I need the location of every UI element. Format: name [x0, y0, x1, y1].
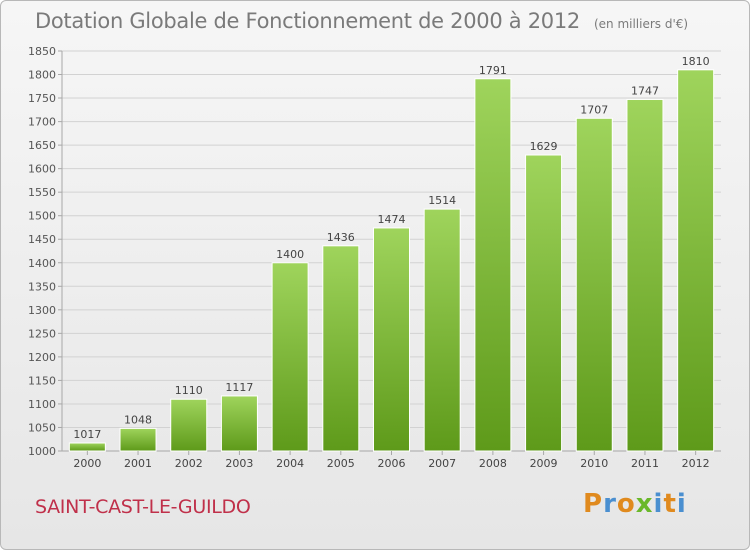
y-tick-label: 1450 — [28, 233, 56, 246]
bar — [373, 227, 410, 452]
x-tick-label: 2007 — [428, 457, 456, 470]
y-tick-label: 1050 — [28, 421, 56, 434]
x-tick-label: 2002 — [175, 457, 203, 470]
bar-value-label: 1110 — [175, 384, 203, 397]
bar-value-label: 1791 — [479, 64, 507, 77]
y-tick-label: 1700 — [28, 116, 56, 129]
bar — [322, 245, 360, 452]
bar — [68, 442, 106, 452]
y-tick-label: 1600 — [28, 163, 56, 176]
x-tick-label: 2005 — [327, 457, 355, 470]
logo-letter: i — [653, 489, 664, 519]
bar — [271, 262, 309, 452]
y-tick-label: 1250 — [28, 327, 56, 340]
bar-value-label: 1474 — [378, 213, 406, 226]
y-tick-label: 1000 — [28, 445, 56, 458]
chart-subtitle: (en milliers d'€) — [593, 17, 689, 31]
x-tick-label: 2012 — [682, 457, 710, 470]
bar-value-label: 1707 — [580, 103, 608, 116]
y-tick-label: 1850 — [28, 45, 56, 58]
y-tick-label: 1300 — [28, 304, 56, 317]
x-tick-label: 2003 — [225, 457, 253, 470]
bar-value-label: 1629 — [530, 140, 558, 153]
x-tick-label: 2000 — [73, 457, 101, 470]
x-tick-label: 2008 — [479, 457, 507, 470]
bar-value-label: 1436 — [327, 231, 355, 244]
bar-value-label: 1747 — [631, 84, 659, 97]
bar-value-label: 1400 — [276, 248, 304, 261]
x-tick-label: 2001 — [124, 457, 152, 470]
bar-value-label: 1117 — [225, 381, 253, 394]
x-tick-label: 2004 — [276, 457, 304, 470]
bar — [525, 154, 563, 452]
logo-letter: x — [635, 489, 654, 519]
bar-value-label: 1514 — [428, 194, 456, 207]
y-tick-label: 1350 — [28, 280, 56, 293]
proxiti-logo: Proxiti — [583, 489, 687, 519]
chart-title: Dotation Globale de Fonctionnement de 20… — [35, 9, 688, 33]
bar — [119, 427, 157, 452]
commune-name: SAINT-CAST-LE-GUILDO — [35, 496, 251, 518]
logo-letter: r — [603, 489, 617, 519]
bar-value-label: 1810 — [682, 55, 710, 68]
bar — [677, 69, 715, 452]
logo-letter: o — [616, 489, 636, 519]
bar — [575, 117, 613, 452]
x-tick-label: 2011 — [631, 457, 659, 470]
y-tick-label: 1500 — [28, 210, 56, 223]
y-tick-label: 1550 — [28, 186, 56, 199]
logo-letter: t — [663, 489, 677, 519]
y-tick-label: 1100 — [28, 398, 56, 411]
logo-letter: P — [583, 489, 604, 519]
bar — [626, 98, 664, 452]
x-tick-label: 2009 — [530, 457, 558, 470]
y-tick-label: 1800 — [28, 69, 56, 82]
y-tick-label: 1750 — [28, 92, 56, 105]
y-tick-label: 1150 — [28, 374, 56, 387]
x-tick-label: 2010 — [580, 457, 608, 470]
bar — [474, 78, 512, 452]
chart-title-text: Dotation Globale de Fonctionnement de 20… — [35, 9, 580, 33]
y-tick-label: 1400 — [28, 257, 56, 270]
bar-value-label: 1017 — [73, 428, 101, 441]
logo-letter: i — [676, 489, 687, 519]
bar — [220, 395, 258, 452]
bar — [170, 398, 208, 452]
x-tick-label: 2006 — [378, 457, 406, 470]
bar-value-label: 1048 — [124, 413, 152, 426]
y-tick-label: 1200 — [28, 351, 56, 364]
y-tick-label: 1650 — [28, 139, 56, 152]
bar — [423, 208, 461, 452]
